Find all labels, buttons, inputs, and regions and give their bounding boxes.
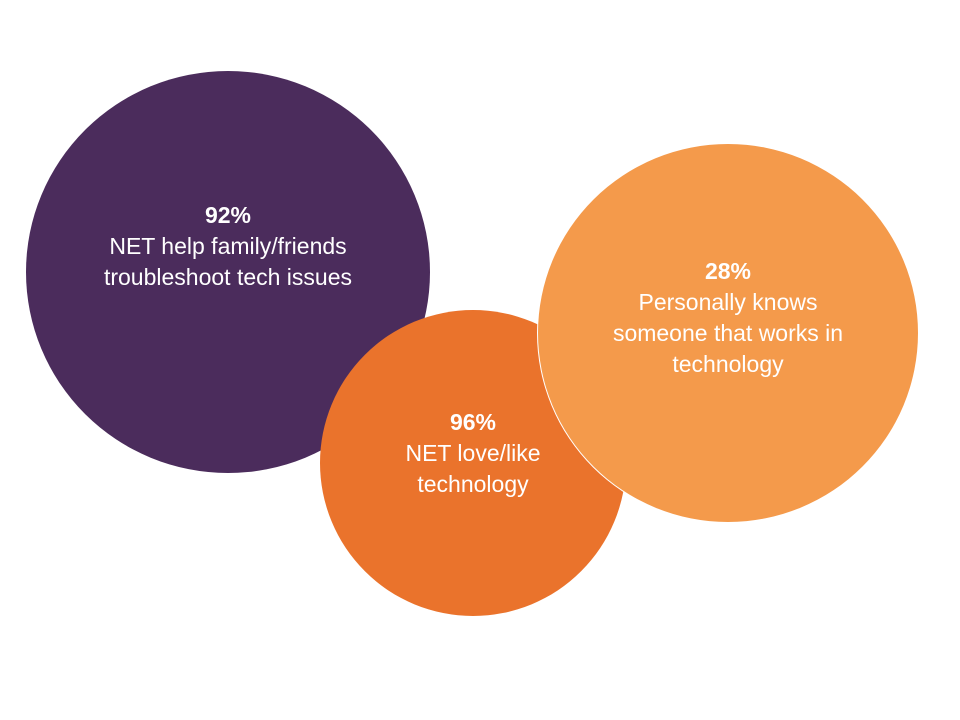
bubble-love-technology-percent: 96%: [449, 408, 497, 435]
bubble-knows-tech-worker-percent: 28%: [704, 258, 752, 284]
bubble-help-family-text: 92% NET help family/friends troubleshoot…: [78, 200, 378, 293]
bubble-help-family: 92% NET help family/friends troubleshoot…: [26, 71, 430, 473]
bubble-love-technology: 96% NET love/like technology: [320, 310, 626, 616]
bubble-knows-tech-worker: 28% Personally knows someone that works …: [537, 143, 919, 523]
bubble-help-family-percent: 92%: [204, 201, 252, 228]
bubble-help-family-label: NET help family/friends troubleshoot tec…: [103, 232, 353, 290]
bubble-love-technology-text: 96% NET love/like technology: [373, 407, 573, 500]
bubble-knows-tech-worker-text: 28% Personally knows someone that works …: [598, 256, 858, 380]
bubble-knows-tech-worker-label: Personally knows someone that works in t…: [612, 289, 844, 377]
bubble-love-technology-label: NET love/like technology: [405, 439, 541, 497]
